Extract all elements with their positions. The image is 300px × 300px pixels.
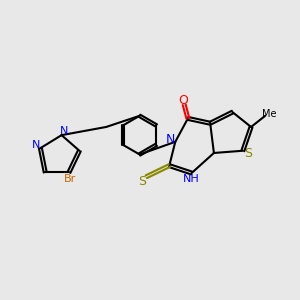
Text: Br: Br	[64, 174, 76, 184]
Text: N: N	[32, 140, 40, 150]
Text: Me: Me	[262, 109, 277, 119]
Text: N: N	[166, 133, 176, 146]
Text: NH: NH	[182, 174, 199, 184]
Text: N: N	[60, 126, 69, 136]
Text: S: S	[244, 147, 252, 160]
Text: O: O	[178, 94, 188, 107]
Text: S: S	[139, 175, 147, 188]
